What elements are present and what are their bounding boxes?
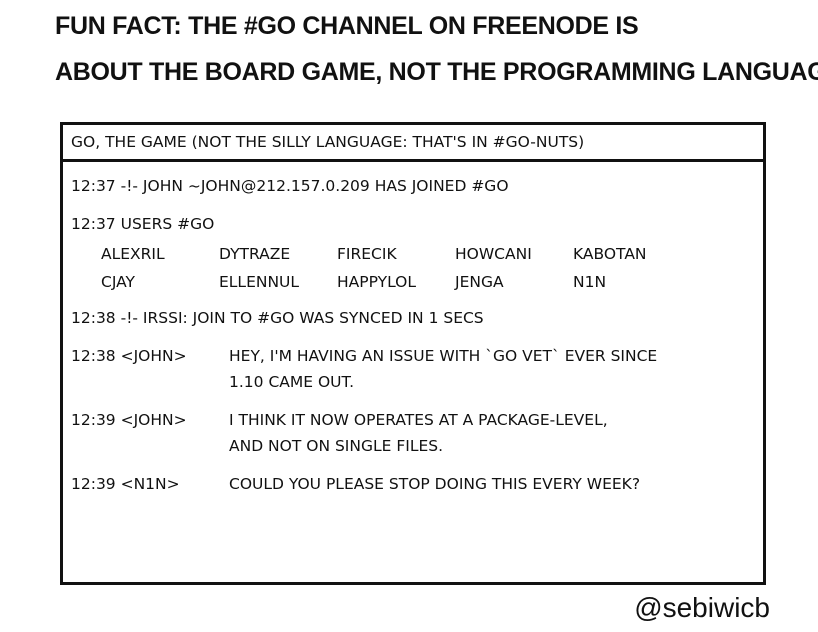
user-name: HOWCANI	[455, 245, 532, 263]
chat-window: GO, THE GAME (NOT THE SILLY LANGUAGE: TH…	[60, 122, 766, 585]
user-name: FIRECIK	[337, 245, 397, 263]
user-name: HAPPYLOL	[337, 273, 416, 291]
window-title: GO, THE GAME (NOT THE SILLY LANGUAGE: TH…	[71, 133, 585, 151]
user-name: KABOTAN	[573, 245, 647, 263]
log-text: AND NOT ON SINGLE FILES.	[229, 437, 444, 455]
credit: @sebiwicb	[634, 592, 770, 623]
user-name: CJAY	[101, 273, 135, 291]
title-line: FUN FACT: THE #GO CHANNEL ON FREENODE IS	[55, 12, 639, 40]
log-text: I THINK IT NOW OPERATES AT A PACKAGE-LEV…	[229, 411, 608, 429]
user-name: JENGA	[455, 273, 504, 291]
title-line: ABOUT THE BOARD GAME, NOT THE PROGRAMMIN…	[55, 58, 818, 86]
log-prefix: 12:38 <JOHN>	[71, 347, 187, 365]
log-prefix: 12:39 <JOHN>	[71, 411, 187, 429]
user-name: DYTRAZE	[219, 245, 291, 263]
log-prefix: 12:39 <N1N>	[71, 475, 180, 493]
window-title-bar: GO, THE GAME (NOT THE SILLY LANGUAGE: TH…	[63, 125, 763, 162]
log-text: HEY, I'M HAVING AN ISSUE WITH `GO VET` E…	[229, 347, 658, 365]
user-name: ALEXRIL	[101, 245, 165, 263]
user-name: N1N	[573, 273, 607, 291]
log-text: COULD YOU PLEASE STOP DOING THIS EVERY W…	[229, 475, 641, 493]
log-prefix: 12:37 -!- JOHN ~JOHN@212.157.0.209 HAS J…	[71, 177, 509, 195]
log-text: 1.10 CAME OUT.	[229, 373, 355, 391]
log-prefix: 12:38 -!- IRSSI: JOIN TO #GO WAS SYNCED …	[71, 309, 484, 327]
log-prefix: 12:37 USERS #GO	[71, 215, 215, 233]
user-name: ELLENNUL	[219, 273, 300, 291]
